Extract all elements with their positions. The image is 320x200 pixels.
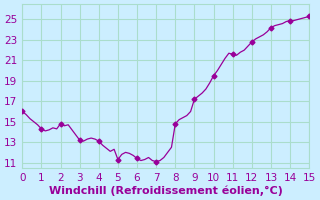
- X-axis label: Windchill (Refroidissement éolien,°C): Windchill (Refroidissement éolien,°C): [49, 185, 283, 196]
